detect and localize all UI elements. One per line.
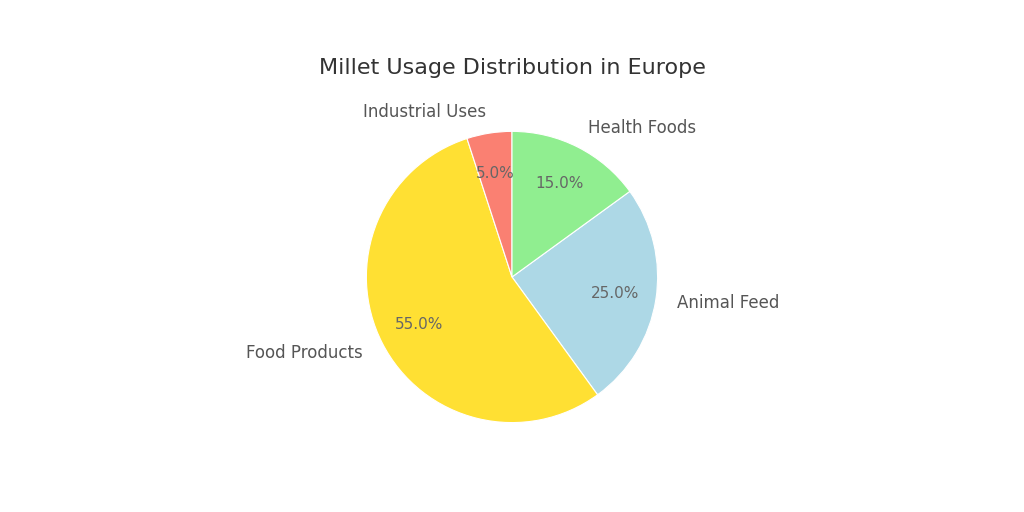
Text: Health Foods: Health Foods [588,119,696,137]
Wedge shape [512,191,657,395]
Text: Animal Feed: Animal Feed [678,294,779,312]
Text: Industrial Uses: Industrial Uses [362,102,485,121]
Title: Millet Usage Distribution in Europe: Millet Usage Distribution in Europe [318,58,706,78]
Text: 15.0%: 15.0% [536,176,584,191]
Wedge shape [467,132,512,277]
Wedge shape [367,139,598,422]
Text: 25.0%: 25.0% [591,286,640,301]
Text: 5.0%: 5.0% [476,166,515,181]
Wedge shape [512,132,630,277]
Text: 55.0%: 55.0% [394,317,442,332]
Text: Food Products: Food Products [246,344,362,362]
